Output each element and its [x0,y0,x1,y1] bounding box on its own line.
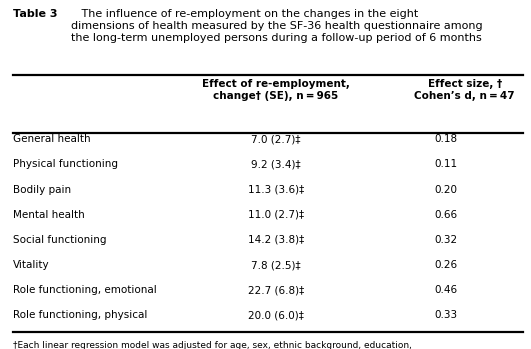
Text: Table 3: Table 3 [13,9,58,19]
Text: 9.2 (3.4)‡: 9.2 (3.4)‡ [251,159,301,170]
Text: 0.66: 0.66 [434,210,458,220]
Text: 7.8 (2.5)‡: 7.8 (2.5)‡ [251,260,301,270]
Text: Vitality: Vitality [13,260,50,270]
Text: 0.46: 0.46 [434,285,458,295]
Text: 0.33: 0.33 [434,310,458,320]
Text: Role functioning, physical: Role functioning, physical [13,310,148,320]
Text: 0.32: 0.32 [434,235,458,245]
Text: Effect of re-employment,
change† (SE), n = 965: Effect of re-employment, change† (SE), n… [202,79,350,101]
Text: Bodily pain: Bodily pain [13,185,71,195]
Text: 11.3 (3.6)‡: 11.3 (3.6)‡ [248,185,304,195]
Text: The influence of re-employment on the changes in the eight
dimensions of health : The influence of re-employment on the ch… [71,9,482,43]
Text: Mental health: Mental health [13,210,85,220]
Text: General health: General health [13,134,91,144]
Text: †Each linear regression model was adjusted for age, sex, ethnic background, educ: †Each linear regression model was adjust… [13,341,412,349]
Text: 20.0 (6.0)‡: 20.0 (6.0)‡ [248,310,304,320]
Text: Effect size, †
Cohen’s d, n = 47: Effect size, † Cohen’s d, n = 47 [414,79,515,101]
Text: 0.26: 0.26 [434,260,458,270]
Text: 0.20: 0.20 [434,185,458,195]
Text: 7.0 (2.7)‡: 7.0 (2.7)‡ [251,134,301,144]
Text: Role functioning, emotional: Role functioning, emotional [13,285,157,295]
Text: 11.0 (2.7)‡: 11.0 (2.7)‡ [248,210,304,220]
Text: Physical functioning: Physical functioning [13,159,118,170]
Text: 0.11: 0.11 [434,159,458,170]
Text: 22.7 (6.8)‡: 22.7 (6.8)‡ [248,285,304,295]
Text: 14.2 (3.8)‡: 14.2 (3.8)‡ [248,235,304,245]
Text: 0.18: 0.18 [434,134,458,144]
Text: Social functioning: Social functioning [13,235,107,245]
